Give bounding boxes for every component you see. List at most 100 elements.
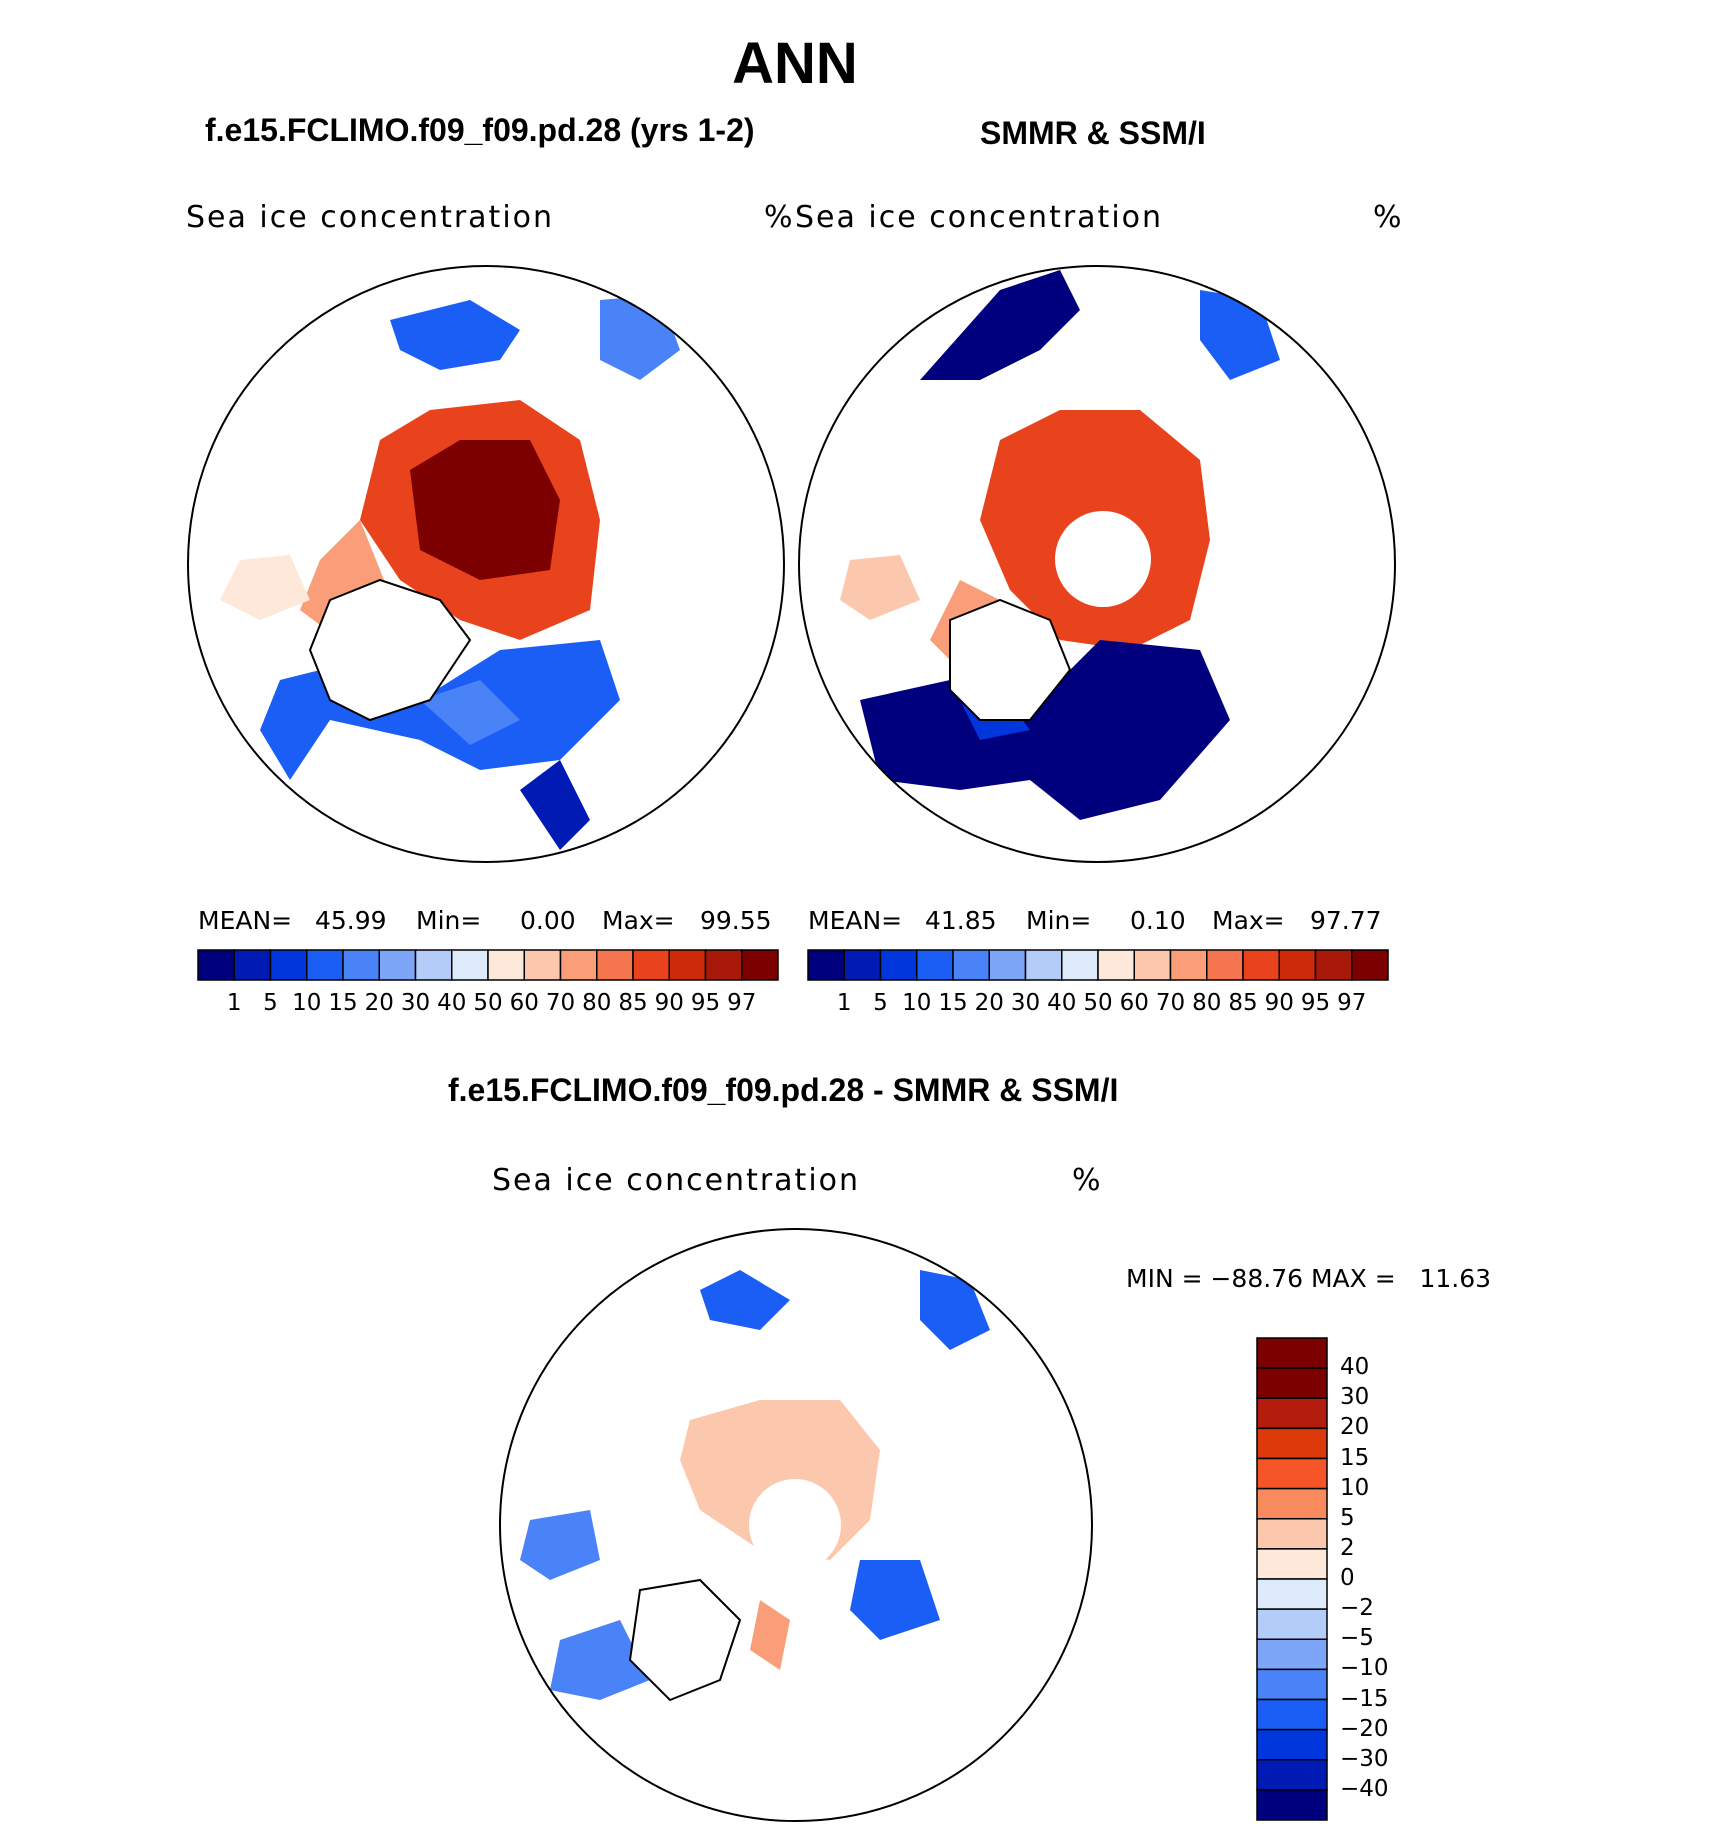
panel-1-units-label: % [764, 200, 795, 235]
diff-colorbar-tick-label: 0 [1340, 1565, 1355, 1591]
panel-2-colorbar-swatch [916, 949, 954, 981]
diff-colorbar-tick-label: 2 [1340, 1534, 1355, 1561]
diff-colorbar-swatch [1256, 1608, 1328, 1640]
diff-colorbar-tick-label: 10 [1340, 1474, 1370, 1501]
panel-1-colorbar-swatch [487, 949, 525, 981]
panel-1-colorbar-tick-label: 15 [328, 990, 358, 1016]
panel-2-min-value: 0.10 [1130, 906, 1186, 935]
diff-colorbar-tick-label: 5 [1340, 1504, 1355, 1531]
diff-panel-units-label: % [1072, 1163, 1103, 1198]
panel-2-colorbar-tick-label: 1 [836, 990, 852, 1016]
panel-2-colorbar-tick-label: 40 [1047, 990, 1077, 1016]
diff-colorbar-swatch [1256, 1698, 1328, 1731]
panel-2-colorbar-swatch [1169, 949, 1208, 981]
panel-1-colorbar-swatch [596, 949, 634, 981]
panel-2-colorbar-ticks: 1 5 10 15 20 30 40 50 60 70 80 85 90 95 97 [808, 990, 1388, 1020]
panel-2-colorbar-swatch [952, 949, 990, 981]
panel-2-colorbar-swatch [1351, 949, 1389, 981]
panel-1-colorbar-swatch [378, 949, 417, 981]
panel-2-title: SMMR & SSM/I [980, 115, 1206, 151]
panel-1-colorbar-tick-label: 80 [582, 990, 612, 1016]
panel-2-colorbar-swatch [1061, 949, 1099, 981]
panel-2-colorbar [807, 949, 1389, 981]
panel-1-colorbar [197, 949, 779, 981]
diff-colorbar-swatch [1256, 1487, 1328, 1520]
panel-2-colorbar-swatch [1278, 949, 1317, 981]
panel-1-colorbar-tick-label: 50 [473, 990, 503, 1016]
diff-colorbar-swatch [1256, 1337, 1328, 1369]
panel-2-colorbar-swatch [1097, 949, 1135, 981]
panel-2-colorbar-tick-label: 70 [1155, 990, 1186, 1016]
panel-2-mean-value: 41.85 [925, 906, 997, 935]
diff-colorbar-tick-label: 15 [1340, 1444, 1370, 1471]
panel-2-max-label: Max= [1212, 906, 1285, 935]
panel-1-colorbar-tick-label: 10 [292, 990, 322, 1016]
panel-2-colorbar-swatch [843, 949, 882, 981]
panel-1-mean-label: MEAN= [198, 906, 293, 935]
panel-1-colorbar-swatch [451, 949, 489, 981]
diff-colorbar-tick-label: 20 [1340, 1414, 1370, 1441]
panel-2-units-label: % [1373, 200, 1404, 235]
panel-1-colorbar-tick-label: 97 [727, 990, 757, 1016]
diff-colorbar-tick-label: −15 [1340, 1685, 1389, 1712]
diff-colorbar-swatch [1256, 1548, 1328, 1580]
panel-2-colorbar-swatch [879, 949, 918, 981]
panel-1-colorbar-tick-label: 95 [690, 990, 721, 1016]
diff-colorbar-tick-label: −20 [1340, 1715, 1389, 1742]
diff-colorbar-tick-label: 40 [1340, 1354, 1370, 1381]
panel-2-colorbar-tick-label: 95 [1300, 990, 1331, 1016]
diff-colorbar-swatch [1256, 1668, 1328, 1701]
panel-1-min-value: 0.00 [520, 906, 576, 935]
diff-colorbar-swatch [1256, 1728, 1328, 1761]
panel-1-colorbar-swatch [414, 949, 453, 981]
panel-1-title: f.e15.FCLIMO.f09_f09.pd.28 (yrs 1-2) [205, 112, 755, 148]
panel-2-colorbar-tick-label: 20 [974, 990, 1004, 1016]
diff-colorbar-swatch [1256, 1638, 1328, 1671]
panel-1-colorbar-swatch [269, 949, 308, 981]
panel-1-colorbar-swatch [704, 949, 743, 981]
panel-1-colorbar-swatch [741, 949, 779, 981]
panel-1-colorbar-tick-label: 5 [263, 990, 278, 1016]
panel-1-min-label: Min= [416, 906, 482, 935]
panel-2-colorbar-swatch [1133, 949, 1172, 981]
diff-colorbar-swatch [1256, 1759, 1328, 1791]
panel-1-colorbar-tick-label: 90 [654, 990, 684, 1016]
diff-colorbar-swatch [1256, 1789, 1328, 1821]
diff-colorbar [1256, 1337, 1328, 1821]
panel-1-variable-label: Sea ice concentration [186, 200, 555, 235]
panel-1-colorbar-swatch [233, 949, 272, 981]
diff-colorbar-tick-label: −2 [1340, 1595, 1374, 1622]
panel-2-colorbar-swatch [988, 949, 1027, 981]
diff-panel-variable-label: Sea ice concentration [492, 1163, 861, 1198]
diff-colorbar-tick-label: −10 [1340, 1655, 1389, 1682]
diff-colorbar-swatch [1256, 1427, 1328, 1460]
diff-colorbar-ticks: 40 30 20 15 10 5 2 0 −2 −5 −10 −15 −20 −30 −40 [1340, 1338, 1420, 1820]
panel-2-colorbar-tick-label: 50 [1083, 990, 1113, 1016]
diff-colorbar-tick-label: −30 [1340, 1745, 1389, 1772]
panel-1-colorbar-tick-label: 85 [618, 990, 648, 1016]
panel-1-colorbar-ticks: 1 5 10 15 20 30 40 50 60 70 80 85 90 95 97 [198, 990, 778, 1020]
panel-1-colorbar-swatch [342, 949, 380, 981]
panel-1-max-label: Max= [602, 906, 675, 935]
diff-colorbar-swatch [1256, 1578, 1328, 1610]
panel-1-colorbar-swatch [523, 949, 562, 981]
main-title: ANN [732, 31, 858, 96]
panel-1-colorbar-tick-label: 60 [509, 990, 539, 1016]
panel-1-colorbar-tick-label: 1 [226, 990, 242, 1016]
panel-1-colorbar-tick-label: 40 [437, 990, 467, 1016]
panel-2-colorbar-tick-label: 80 [1192, 990, 1222, 1016]
diff-colorbar-swatch [1256, 1457, 1328, 1490]
diff-colorbar-tick-label: −5 [1340, 1625, 1374, 1652]
panel-1-colorbar-tick-label: 70 [545, 990, 576, 1016]
panel-2-colorbar-tick-label: 15 [938, 990, 968, 1016]
panel-2-min-label: Min= [1026, 906, 1092, 935]
panel-2-colorbar-tick-label: 85 [1228, 990, 1258, 1016]
panel-1-colorbar-swatch [668, 949, 707, 981]
panel-1-max-value: 99.55 [700, 906, 772, 935]
panel-1-colorbar-swatch [559, 949, 598, 981]
panel-2-colorbar-tick-label: 10 [902, 990, 932, 1016]
panel-2-colorbar-swatch [807, 949, 845, 981]
diff-panel-title: f.e15.FCLIMO.f09_f09.pd.28 - SMMR & SSM/… [448, 1072, 1119, 1108]
panel-2-variable-label: Sea ice concentration [795, 200, 1164, 235]
